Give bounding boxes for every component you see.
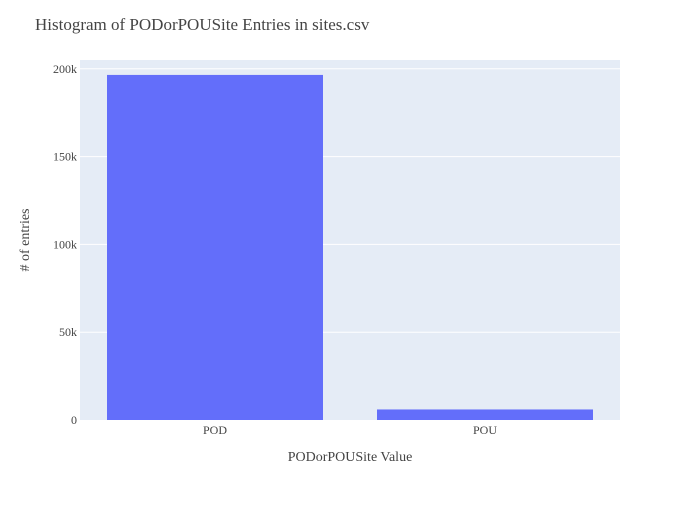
y-tick-label: 0	[71, 413, 77, 427]
y-tick-label: 100k	[53, 237, 77, 251]
bar-pod	[107, 74, 323, 421]
y-tick-label: 200k	[53, 62, 77, 76]
chart-title: Histogram of PODorPOUSite Entries in sit…	[35, 15, 370, 34]
y-tick-label: 150k	[53, 150, 77, 164]
x-axis-title: PODorPOUSite Value	[288, 450, 413, 465]
y-tick-label: 50k	[59, 325, 77, 339]
x-axis-ticks: POD POU	[203, 423, 497, 437]
bars	[107, 74, 593, 421]
y-axis-title: # of entries	[18, 209, 33, 272]
x-tick-label: POU	[473, 423, 497, 437]
x-tick-label: POD	[203, 423, 227, 437]
bar-pou	[377, 409, 593, 420]
y-axis-ticks: 0 50k 100k 150k 200k	[53, 62, 77, 427]
